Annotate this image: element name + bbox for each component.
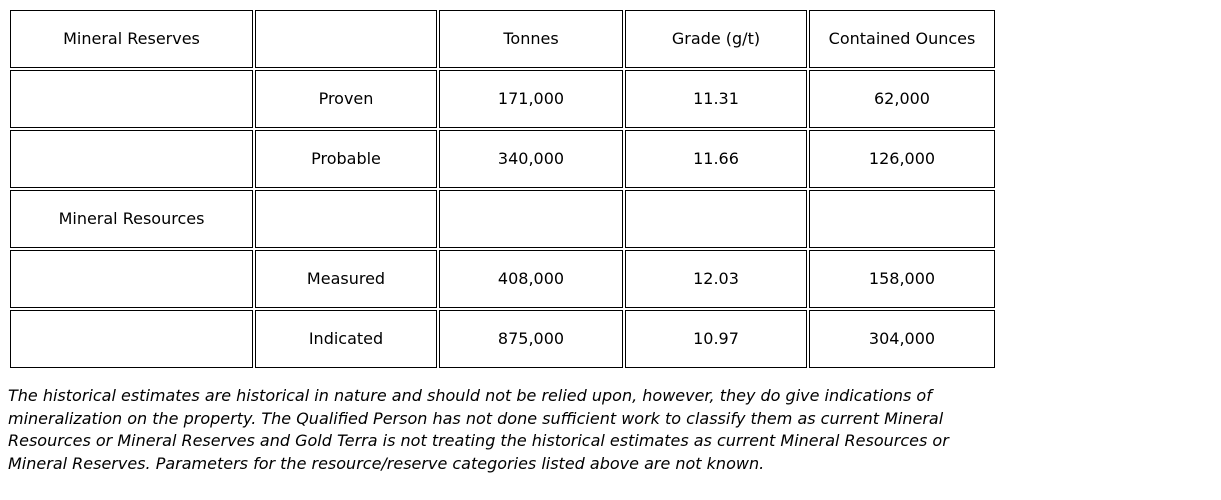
cell-grade-header: Grade (g/t) (625, 10, 807, 68)
cell-section-label: Mineral Resources (10, 190, 253, 248)
cell-category (255, 190, 437, 248)
cell-tonnes-header: Tonnes (439, 10, 623, 68)
cell-grade: 10.97 (625, 310, 807, 368)
cell-section-label (10, 250, 253, 308)
table-row-probable: Probable 340,000 11.66 126,000 (10, 130, 995, 188)
cell-category: Measured (255, 250, 437, 308)
cell-section-label (10, 70, 253, 128)
cell-category (255, 10, 437, 68)
table-row-resources-section: Mineral Resources (10, 190, 995, 248)
disclaimer-text: The historical estimates are historical … (8, 386, 949, 473)
table-row-header: Mineral Reserves Tonnes Grade (g/t) Cont… (10, 10, 995, 68)
cell-ounces: 62,000 (809, 70, 995, 128)
cell-section-label (10, 310, 253, 368)
page: Mineral Reserves Tonnes Grade (g/t) Cont… (0, 8, 1221, 500)
cell-tonnes: 340,000 (439, 130, 623, 188)
cell-tonnes (439, 190, 623, 248)
cell-grade: 11.31 (625, 70, 807, 128)
cell-category: Indicated (255, 310, 437, 368)
cell-tonnes: 171,000 (439, 70, 623, 128)
cell-section-label: Mineral Reserves (10, 10, 253, 68)
cell-grade: 12.03 (625, 250, 807, 308)
cell-grade: 11.66 (625, 130, 807, 188)
cell-ounces-header: Contained Ounces (809, 10, 995, 68)
cell-ounces: 126,000 (809, 130, 995, 188)
cell-grade (625, 190, 807, 248)
cell-category: Proven (255, 70, 437, 128)
cell-ounces (809, 190, 995, 248)
cell-tonnes: 408,000 (439, 250, 623, 308)
table-row-proven: Proven 171,000 11.31 62,000 (10, 70, 995, 128)
table-row-measured: Measured 408,000 12.03 158,000 (10, 250, 995, 308)
cell-ounces: 158,000 (809, 250, 995, 308)
cell-category: Probable (255, 130, 437, 188)
mineral-estimates-table: Mineral Reserves Tonnes Grade (g/t) Cont… (8, 8, 997, 370)
table-row-indicated: Indicated 875,000 10.97 304,000 (10, 310, 995, 368)
cell-section-label (10, 130, 253, 188)
cell-ounces: 304,000 (809, 310, 995, 368)
cell-tonnes: 875,000 (439, 310, 623, 368)
